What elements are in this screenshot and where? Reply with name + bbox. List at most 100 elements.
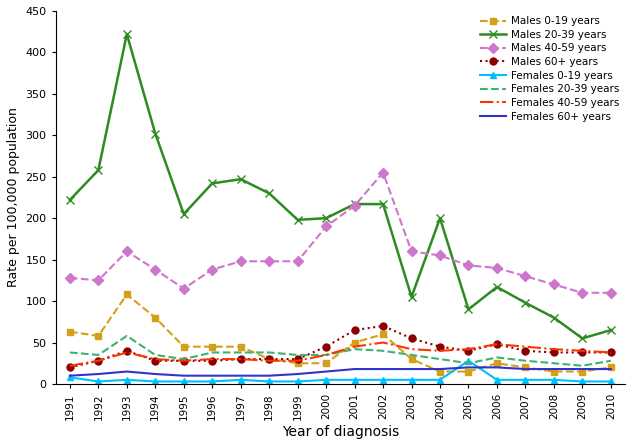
- Females 0-19 years: [550, 377, 557, 383]
- Females 60+ years: [521, 366, 529, 372]
- Females 20-39 years: [152, 352, 159, 358]
- Males 0-19 years: [408, 356, 415, 362]
- Females 40-59 years: [550, 347, 557, 352]
- Females 60+ years: [209, 373, 216, 378]
- Males 60+ years: [578, 350, 586, 355]
- Females 60+ years: [465, 365, 472, 370]
- Males 60+ years: [351, 327, 358, 333]
- Females 60+ years: [237, 373, 245, 378]
- Males 20-39 years: [322, 215, 330, 221]
- Males 20-39 years: [550, 315, 557, 320]
- Females 20-39 years: [550, 360, 557, 366]
- Males 0-19 years: [351, 340, 358, 345]
- Males 20-39 years: [95, 167, 102, 173]
- Females 40-59 years: [379, 340, 387, 345]
- Males 0-19 years: [578, 369, 586, 374]
- Females 60+ years: [322, 369, 330, 374]
- Females 60+ years: [408, 366, 415, 372]
- Males 0-19 years: [322, 360, 330, 366]
- Females 40-59 years: [209, 356, 216, 362]
- Females 60+ years: [550, 366, 557, 372]
- Males 60+ years: [493, 342, 501, 347]
- Females 0-19 years: [209, 379, 216, 384]
- Females 60+ years: [265, 373, 273, 378]
- Females 20-39 years: [351, 347, 358, 352]
- Females 40-59 years: [493, 342, 501, 347]
- Y-axis label: Rate per 100,000 population: Rate per 100,000 population: [7, 107, 20, 287]
- Females 60+ years: [123, 369, 131, 374]
- Males 60+ years: [95, 358, 102, 363]
- Males 20-39 years: [351, 202, 358, 207]
- Females 40-59 years: [66, 363, 74, 368]
- Females 0-19 years: [351, 377, 358, 383]
- Males 20-39 years: [209, 181, 216, 186]
- Females 0-19 years: [152, 379, 159, 384]
- Males 0-19 years: [237, 344, 245, 349]
- Females 40-59 years: [521, 344, 529, 349]
- Females 20-39 years: [436, 356, 444, 362]
- Females 0-19 years: [493, 377, 501, 383]
- Males 0-19 years: [123, 292, 131, 297]
- Males 40-59 years: [379, 170, 387, 175]
- Males 40-59 years: [66, 275, 74, 281]
- Females 0-19 years: [408, 377, 415, 383]
- Males 60+ years: [237, 356, 245, 362]
- Females 0-19 years: [123, 377, 131, 383]
- Males 0-19 years: [66, 329, 74, 334]
- Males 0-19 years: [379, 331, 387, 337]
- Females 40-59 years: [465, 347, 472, 352]
- Legend: Males 0-19 years, Males 20-39 years, Males 40-59 years, Males 60+ years, Females: Males 0-19 years, Males 20-39 years, Mal…: [477, 13, 623, 125]
- Line: Males 0-19 years: Males 0-19 years: [66, 291, 614, 375]
- Females 40-59 years: [123, 350, 131, 355]
- Males 60+ years: [521, 348, 529, 354]
- Females 0-19 years: [294, 379, 301, 384]
- Line: Males 20-39 years: Males 20-39 years: [66, 30, 615, 343]
- Females 20-39 years: [322, 352, 330, 358]
- Females 20-39 years: [607, 358, 614, 363]
- Males 40-59 years: [294, 259, 301, 264]
- Females 20-39 years: [493, 355, 501, 360]
- Females 60+ years: [607, 366, 614, 372]
- Males 40-59 years: [209, 267, 216, 272]
- Males 60+ years: [550, 350, 557, 355]
- Females 20-39 years: [237, 350, 245, 355]
- Males 60+ years: [465, 348, 472, 354]
- Females 0-19 years: [95, 379, 102, 384]
- Line: Males 60+ years: Males 60+ years: [66, 322, 614, 371]
- Females 20-39 years: [180, 356, 188, 362]
- Females 20-39 years: [66, 350, 74, 355]
- Males 40-59 years: [436, 253, 444, 258]
- Females 0-19 years: [607, 379, 614, 384]
- Males 60+ years: [379, 323, 387, 329]
- Males 60+ years: [123, 348, 131, 354]
- Males 40-59 years: [408, 249, 415, 254]
- Males 20-39 years: [465, 307, 472, 312]
- Males 0-19 years: [95, 333, 102, 339]
- Males 60+ years: [294, 356, 301, 362]
- Males 0-19 years: [550, 369, 557, 374]
- Females 60+ years: [95, 372, 102, 377]
- Males 20-39 years: [493, 284, 501, 289]
- Males 0-19 years: [209, 344, 216, 349]
- Females 40-59 years: [408, 347, 415, 352]
- Females 40-59 years: [152, 356, 159, 362]
- Females 0-19 years: [180, 379, 188, 384]
- Males 40-59 years: [237, 259, 245, 264]
- Males 0-19 years: [521, 365, 529, 370]
- Males 60+ years: [265, 356, 273, 362]
- Males 20-39 years: [180, 211, 188, 217]
- Males 0-19 years: [436, 369, 444, 374]
- Females 20-39 years: [521, 358, 529, 363]
- Females 60+ years: [578, 366, 586, 372]
- Males 40-59 years: [521, 273, 529, 279]
- Line: Females 20-39 years: Females 20-39 years: [70, 336, 611, 366]
- Males 60+ years: [180, 358, 188, 363]
- Females 0-19 years: [436, 377, 444, 383]
- Males 20-39 years: [408, 294, 415, 300]
- Males 40-59 years: [322, 224, 330, 229]
- Females 40-59 years: [351, 344, 358, 349]
- Males 20-39 years: [436, 215, 444, 221]
- Females 60+ years: [351, 366, 358, 372]
- Males 0-19 years: [152, 315, 159, 320]
- Males 0-19 years: [265, 356, 273, 362]
